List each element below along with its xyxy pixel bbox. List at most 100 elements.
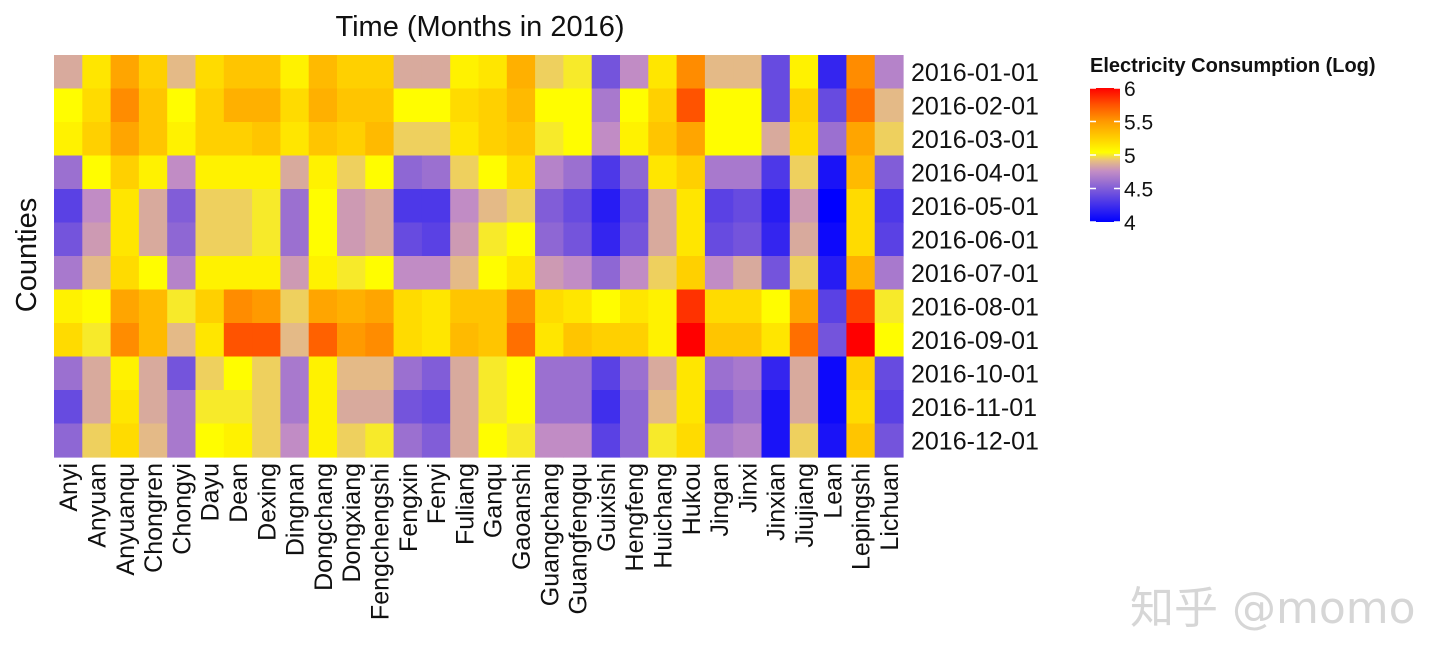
heatmap-cell bbox=[648, 256, 678, 291]
x-tick-label: Anyuan bbox=[84, 463, 112, 548]
heatmap-cell bbox=[421, 55, 451, 90]
heatmap-cell bbox=[874, 390, 904, 425]
heatmap-cell bbox=[138, 222, 168, 257]
heatmap-cell bbox=[337, 423, 366, 458]
heatmap-cell bbox=[846, 155, 876, 190]
heatmap-cell bbox=[733, 390, 763, 425]
heatmap-cell bbox=[506, 55, 536, 90]
heatmap-cell bbox=[535, 222, 564, 257]
heatmap-cell bbox=[450, 390, 480, 425]
heatmap-cell bbox=[195, 289, 225, 324]
heatmap-cell bbox=[733, 122, 763, 157]
heatmap-cell bbox=[365, 256, 395, 291]
heatmap-cell bbox=[308, 390, 338, 425]
heatmap-cell bbox=[563, 289, 593, 324]
heatmap-cell bbox=[280, 323, 310, 358]
heatmap-cell bbox=[704, 356, 734, 391]
heatmap-cell bbox=[478, 356, 508, 391]
legend-tick-label: 6 bbox=[1124, 78, 1136, 101]
heatmap-cell bbox=[846, 289, 876, 324]
heatmap-cell bbox=[195, 423, 225, 458]
heatmap-cell bbox=[138, 390, 168, 425]
heatmap-cell bbox=[846, 423, 876, 458]
x-tick-label: Fengchengshi bbox=[366, 463, 394, 620]
heatmap-cell bbox=[648, 390, 678, 425]
heatmap-cell bbox=[280, 256, 310, 291]
heatmap-cell bbox=[563, 390, 593, 425]
heatmap-cell bbox=[252, 122, 281, 157]
heatmap-cell bbox=[818, 155, 847, 190]
heatmap-cell bbox=[195, 356, 225, 391]
heatmap-cell bbox=[506, 122, 536, 157]
heatmap-cell bbox=[54, 122, 83, 157]
x-tick-label: Jingan bbox=[706, 463, 734, 537]
y-tick-label: 2016-11-01 bbox=[911, 394, 1037, 422]
heatmap-cell bbox=[110, 256, 140, 291]
x-tick-label: Anyuanqu bbox=[112, 463, 140, 576]
heatmap-cell bbox=[478, 423, 508, 458]
heatmap-cell bbox=[54, 356, 83, 391]
heatmap-cell bbox=[563, 55, 593, 90]
heatmap-cell bbox=[676, 423, 706, 458]
heatmap-cell bbox=[167, 88, 197, 123]
heatmap-cell bbox=[676, 55, 706, 90]
heatmap-cell bbox=[563, 88, 593, 123]
heatmap-cell bbox=[846, 323, 876, 358]
heatmap-cell bbox=[874, 256, 904, 291]
heatmap-cell bbox=[478, 88, 508, 123]
heatmap-cell bbox=[733, 256, 763, 291]
heatmap-cell bbox=[450, 189, 480, 224]
heatmap-cell bbox=[393, 122, 423, 157]
heatmap-cell bbox=[789, 323, 819, 358]
heatmap-cell bbox=[195, 155, 225, 190]
heatmap-cell bbox=[393, 289, 423, 324]
heatmap-cell bbox=[704, 323, 734, 358]
heatmap-cell bbox=[478, 390, 508, 425]
heatmap-cell bbox=[167, 390, 197, 425]
heatmap-cell bbox=[450, 323, 480, 358]
heatmap-cell bbox=[478, 256, 508, 291]
legend-tick-label: 4 bbox=[1124, 212, 1136, 235]
heatmap-cell bbox=[82, 189, 112, 224]
heatmap-cell bbox=[648, 323, 678, 358]
heatmap-cell bbox=[818, 423, 847, 458]
heatmap-cell bbox=[733, 323, 763, 358]
heatmap-cell bbox=[308, 323, 338, 358]
heatmap-cell bbox=[789, 189, 819, 224]
heatmap-cell bbox=[535, 155, 564, 190]
heatmap-cell bbox=[591, 256, 621, 291]
heatmap-cell bbox=[167, 222, 197, 257]
x-tick-label: Hengfeng bbox=[621, 463, 649, 571]
heatmap-cell bbox=[54, 390, 83, 425]
heatmap-cell bbox=[223, 122, 253, 157]
heatmap-cell bbox=[421, 122, 451, 157]
heatmap-cell bbox=[337, 256, 366, 291]
heatmap-cell bbox=[733, 189, 763, 224]
heatmap-cell bbox=[280, 390, 310, 425]
heatmap-cell bbox=[874, 423, 904, 458]
heatmap-cell bbox=[195, 55, 225, 90]
heatmap-cell bbox=[138, 356, 168, 391]
heatmap-cell bbox=[591, 289, 621, 324]
heatmap-cell bbox=[421, 356, 451, 391]
heatmap-cell bbox=[704, 122, 734, 157]
heatmap-cell bbox=[365, 88, 395, 123]
heatmap-cell bbox=[591, 423, 621, 458]
heatmap-cell bbox=[138, 256, 168, 291]
heatmap-cell bbox=[421, 323, 451, 358]
heatmap-cell bbox=[704, 55, 734, 90]
heatmap-cell bbox=[195, 189, 225, 224]
heatmap-cell bbox=[733, 289, 763, 324]
heatmap-cell bbox=[648, 222, 678, 257]
heatmap-cell bbox=[138, 155, 168, 190]
heatmap-cell bbox=[620, 189, 649, 224]
heatmap-cell bbox=[252, 55, 281, 90]
heatmap-cell bbox=[280, 222, 310, 257]
heatmap-cell bbox=[280, 155, 310, 190]
heatmap-cell bbox=[54, 256, 83, 291]
heatmap-cell bbox=[393, 155, 423, 190]
heatmap-cell bbox=[846, 55, 876, 90]
y-tick-label: 2016-05-01 bbox=[911, 193, 1039, 221]
heatmap-cell bbox=[252, 323, 281, 358]
